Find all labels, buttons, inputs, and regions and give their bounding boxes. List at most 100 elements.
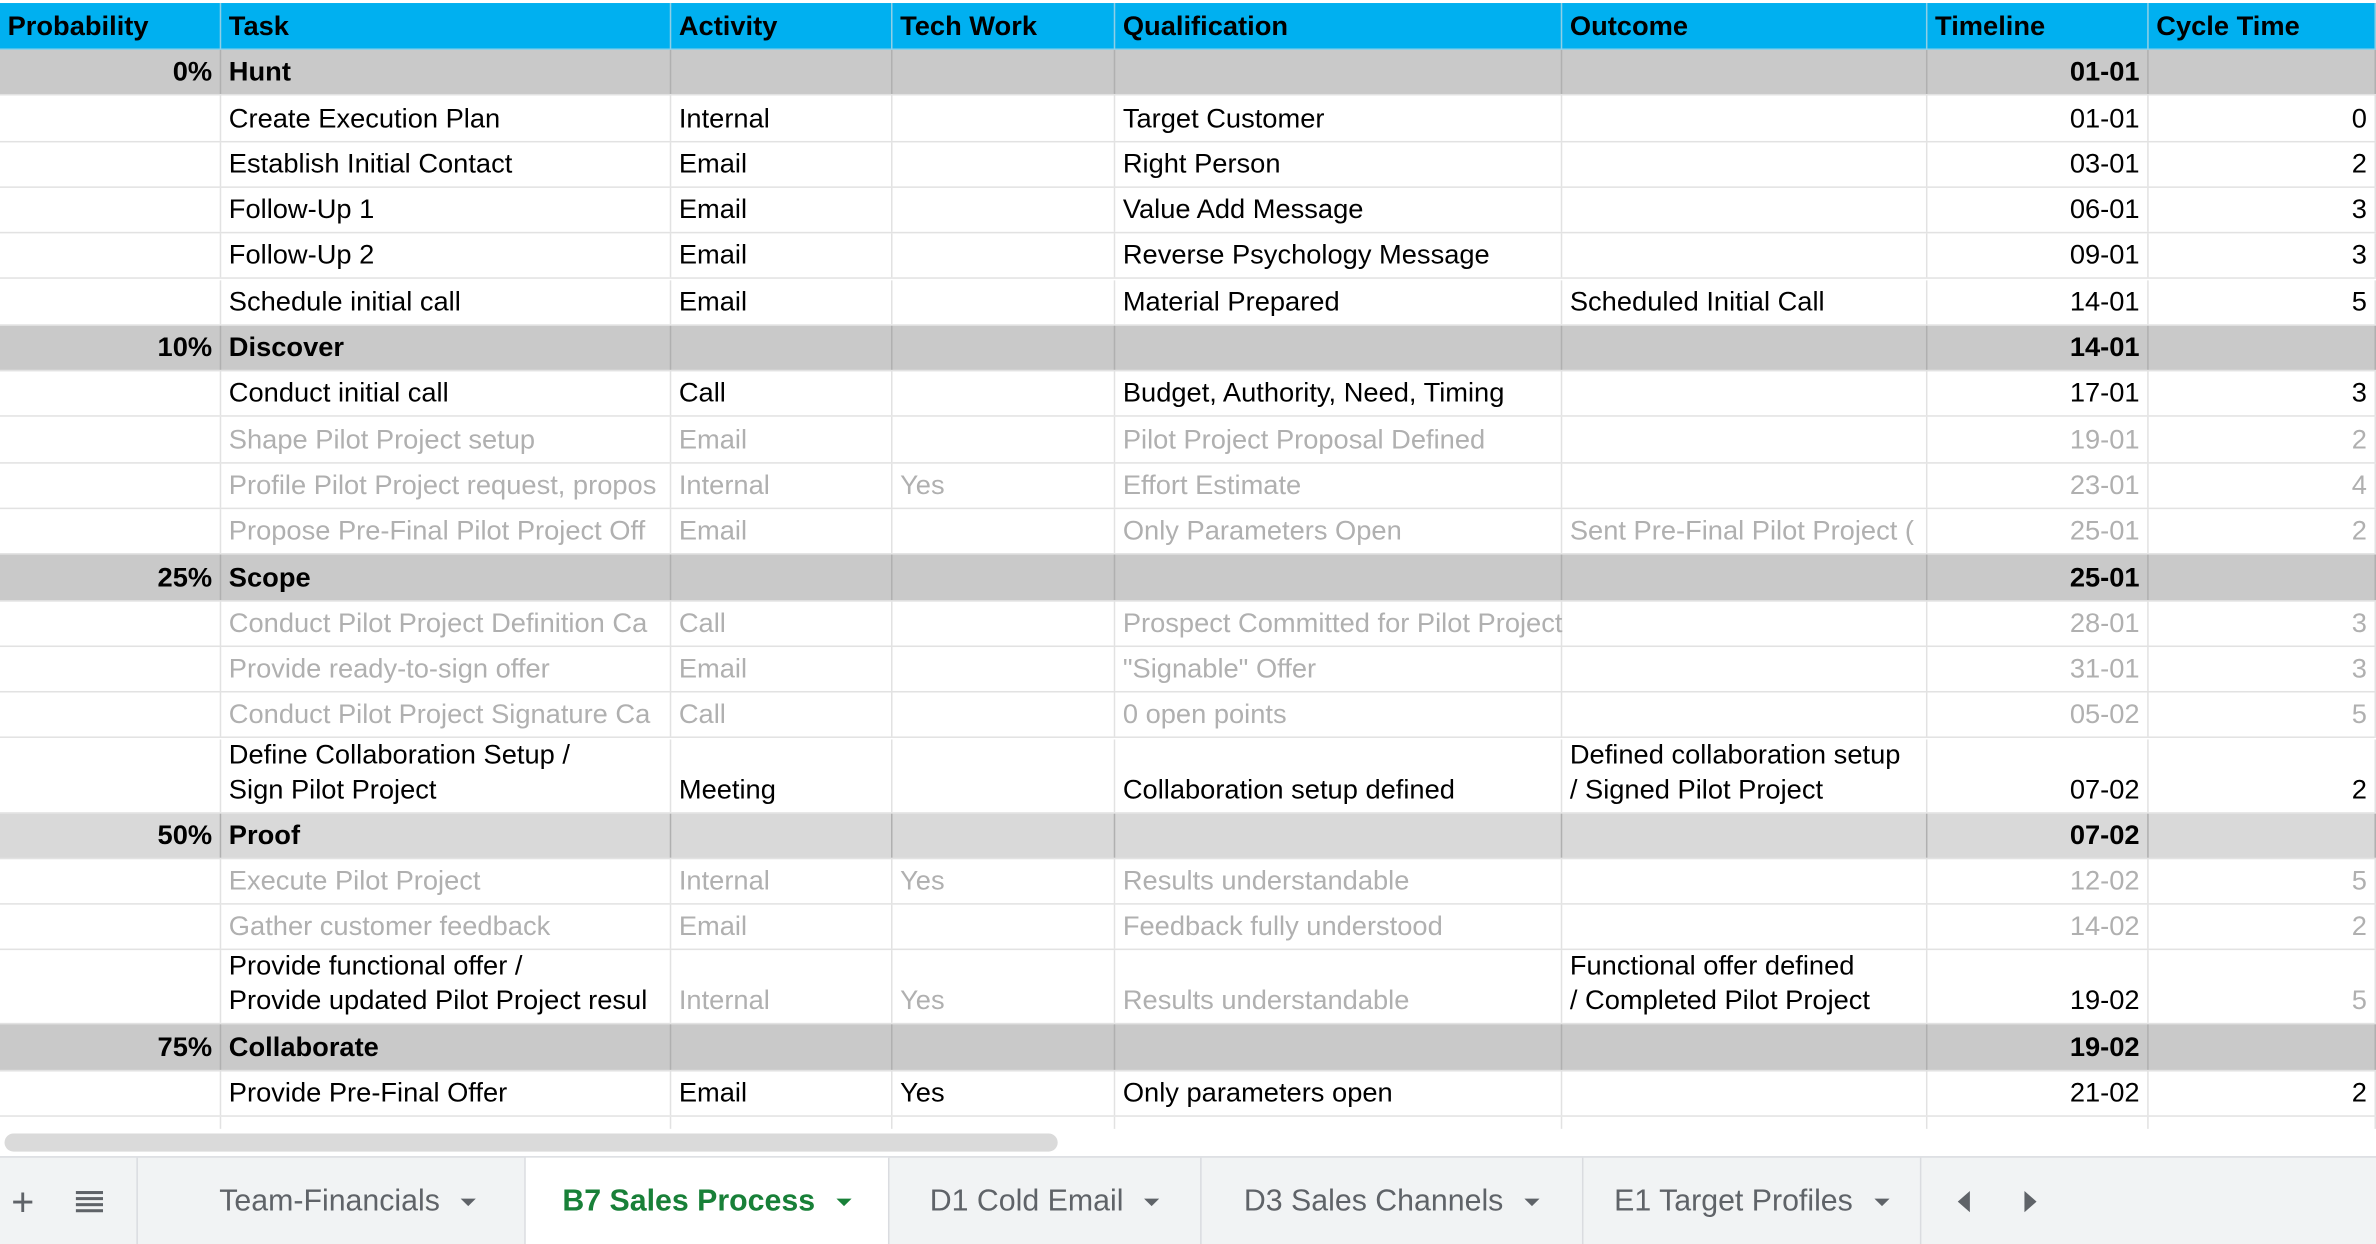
cell: Schedule initial call: [221, 279, 672, 324]
cell: [0, 1116, 222, 1129]
cell: 31-01: [1927, 646, 2149, 692]
cell: 3: [2149, 646, 2376, 692]
cell: Internal: [671, 463, 893, 508]
cell: Email: [671, 233, 893, 279]
cell: Yes: [893, 1070, 1116, 1116]
cell: [671, 1024, 893, 1070]
sheet-tab[interactable]: D1 Cold Email: [889, 1157, 1202, 1244]
cell: 3: [2149, 600, 2376, 646]
cell: [893, 187, 1116, 233]
scroll-tabs-left[interactable]: [1947, 1158, 1980, 1244]
task-row: Execute Pilot Project Internal Yes Results …: [0, 858, 2376, 905]
sheet-tab[interactable]: B7 Sales Process: [525, 1157, 890, 1244]
cell: Prospect Committed for Pilot Project: [1115, 600, 1562, 646]
cell: Value Add Message: [1115, 187, 1563, 233]
cell: Results understandable: [1115, 950, 1563, 1024]
cell: [0, 858, 222, 904]
cell: [1562, 371, 1928, 416]
cell: [1562, 325, 1928, 370]
tab-label: D1 Cold Email: [929, 1184, 1124, 1218]
cell: [0, 463, 222, 508]
cell: [0, 600, 222, 646]
cell-text: Yes: [900, 469, 945, 501]
cell: [893, 646, 1116, 692]
cell: 5: [2149, 950, 2376, 1024]
cell: 07-02: [1927, 812, 2149, 858]
cell: [893, 141, 1116, 187]
cell: Proof: [221, 812, 672, 858]
cell: [1562, 858, 1928, 904]
cell: [1562, 692, 1928, 738]
task-row: Provide Pre-Final Offer Email Yes Only para…: [0, 1070, 2376, 1117]
tab-menu-caret[interactable]: [1524, 1197, 1540, 1206]
cell: [893, 95, 1116, 141]
cell: Results understandable: [1115, 858, 1563, 904]
add-sheet-button[interactable]: +: [11, 1178, 35, 1224]
tab-menu-caret[interactable]: [836, 1197, 852, 1206]
cell: Collaborate: [221, 1024, 672, 1070]
cell-text: Value Add Message: [1122, 194, 1364, 225]
cell: Follow-Up 2: [221, 233, 672, 279]
cell: Yes: [893, 950, 1116, 1024]
cell: Sent Pre-Final Pilot Project (: [1562, 509, 1928, 554]
cell: 25%: [0, 555, 222, 600]
cell: [0, 950, 222, 1024]
cell: Email: [671, 187, 893, 233]
cell: [1562, 1070, 1928, 1116]
cell-text: 2: [2351, 423, 2367, 455]
cell: Email: [671, 904, 893, 950]
cell-text: Email: [678, 515, 748, 546]
scrollbar[interactable]: [4, 1133, 1058, 1152]
cell-text: 3: [2351, 377, 2367, 409]
cell: [0, 692, 222, 738]
cell-text: Email: [678, 1077, 748, 1108]
cell-text: 07-02: [2069, 773, 2140, 804]
cell: [2149, 325, 2376, 370]
cell-text: Conduct Pilot Project Definition Ca: [228, 607, 648, 638]
cell-text: 19-01: [2069, 423, 2140, 455]
tab-menu-caret[interactable]: [1874, 1197, 1890, 1206]
task-row: Follow-Up 1 Email Value Add Message 06-01 3: [0, 187, 2376, 234]
tab-menu-caret[interactable]: [461, 1197, 477, 1206]
section-row: 10% Discover 14-01: [0, 325, 2376, 372]
cell: 3: [2149, 371, 2376, 416]
cell: [0, 141, 222, 187]
cell-text: Hunt: [228, 56, 291, 87]
cell: 3: [2149, 233, 2376, 279]
cell-text: 05-02: [2069, 699, 2140, 730]
cell-text: 06-01: [2069, 194, 2140, 225]
cell: [671, 50, 893, 95]
cell-text: Conduct initial call: [228, 377, 449, 409]
task-row: Define Collaboration Setup / Sign Pilot …: [0, 738, 2376, 813]
cell-text: 3: [2351, 194, 2367, 225]
cell-text: 14-01: [2069, 286, 2140, 317]
section-row: 50% Proof 07-02: [0, 812, 2376, 859]
cell-text: Functional offer defined / Completed Pil…: [1569, 950, 1871, 1016]
cell: 28-01: [1927, 600, 2149, 646]
cell: 25-01: [1927, 509, 2149, 554]
cell-text: Scheduled Initial Call: [1569, 286, 1825, 317]
cell-text: Reverse Psychology Message: [1122, 240, 1490, 271]
cell-text: Effort Estimate: [1122, 469, 1302, 501]
cell: [1562, 187, 1928, 233]
cell-text: Define Collaboration Setup / Sign Pilot …: [228, 738, 570, 804]
scroll-tabs-right[interactable]: [2014, 1158, 2047, 1244]
tab-menu-caret[interactable]: [1144, 1197, 1160, 1206]
tab-label: D3 Sales Channels: [1243, 1184, 1504, 1218]
sheet-tabs-bar: + Team-Financials B7 Sales Process D1 Cold…: [0, 1156, 2376, 1244]
cell-text: Establish Initial Contact: [228, 148, 513, 179]
sheet-tab[interactable]: Team-Financials: [171, 1157, 526, 1244]
sheet-tab[interactable]: E1 Target Profiles: [1583, 1157, 1922, 1244]
cell-text: 5: [2351, 865, 2367, 896]
all-sheets-button[interactable]: [67, 1158, 112, 1244]
sheet-tab[interactable]: D3 Sales Channels: [1202, 1157, 1584, 1244]
cell: [221, 1116, 672, 1129]
cell-text: Only parameters open: [1122, 1077, 1393, 1108]
cell: [893, 233, 1116, 279]
cell-text: Sent Pre-Final Pilot Project (: [1569, 515, 1914, 546]
cell: Create Execution Plan: [221, 95, 672, 141]
cell: [0, 187, 222, 233]
cell: Right Person: [1115, 141, 1563, 187]
cell: [893, 555, 1116, 600]
cell-text: 01-01: [2069, 56, 2140, 87]
